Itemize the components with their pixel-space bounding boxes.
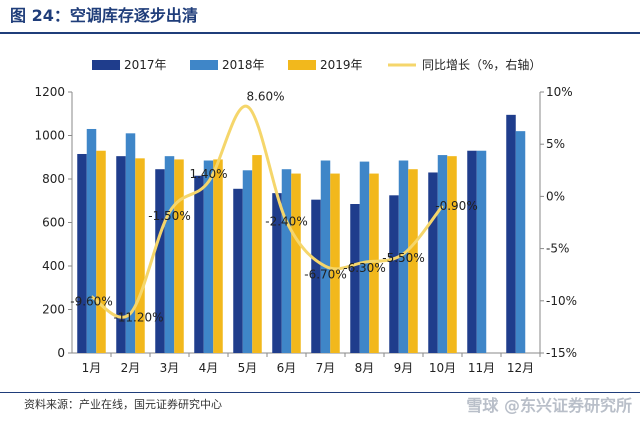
bar-2017年 [350, 204, 360, 353]
bar-2018年 [359, 161, 370, 353]
yoy-data-label: -11.20% [113, 310, 163, 324]
source-rule [0, 392, 640, 393]
yoy-data-label: -5.50% [382, 251, 424, 265]
yoy-data-label: -0.90% [435, 199, 477, 213]
legend-label: 2017年 [124, 58, 167, 72]
bar-2017年 [428, 172, 438, 353]
bar-2019年 [408, 169, 418, 353]
bar-2018年 [476, 150, 487, 353]
bar-2018年 [203, 160, 214, 353]
bar-2017年 [506, 114, 516, 354]
x-tick-label: 8月 [355, 361, 375, 375]
y2-tick-label: 0% [546, 189, 565, 203]
bar-2017年 [77, 153, 87, 353]
x-tick-label: 2月 [121, 361, 141, 375]
bar-2017年 [389, 195, 399, 353]
yoy-data-label: -9.60% [70, 295, 112, 309]
x-tick-label: 9月 [394, 361, 414, 375]
bar-2018年 [437, 155, 448, 353]
y2-tick-label: 10% [546, 85, 573, 99]
legend-swatch-2018年 [190, 60, 218, 70]
yoy-data-label: 1.40% [189, 167, 227, 181]
watermark: 雪球 @东兴证券研究所 [466, 396, 632, 415]
bar-2017年 [467, 150, 477, 353]
y-tick-label: 0 [57, 346, 65, 360]
figure-title: 图 24：空调库存逐步出清 [10, 6, 198, 25]
legend-swatch-2017年 [92, 60, 120, 70]
x-tick-label: 12月 [507, 361, 534, 375]
y-tick-label: 600 [42, 216, 65, 230]
x-tick-label: 5月 [238, 361, 258, 375]
bar-2018年 [86, 128, 97, 353]
bar-2017年 [155, 169, 165, 353]
bar-2018年 [164, 156, 175, 353]
bar-2019年 [291, 173, 301, 353]
bar-2019年 [447, 156, 457, 353]
x-tick-label: 4月 [199, 361, 219, 375]
y-tick-label: 1200 [34, 85, 65, 99]
bar-2018年 [398, 160, 409, 353]
x-tick-label: 11月 [468, 361, 495, 375]
x-tick-label: 10月 [429, 361, 456, 375]
bar-2018年 [125, 133, 136, 353]
bar-2019年 [369, 173, 379, 353]
y2-tick-label: 5% [546, 137, 565, 151]
y2-tick-label: -10% [546, 294, 577, 308]
source-note: 资料来源：产业在线，国元证券研究中心 [24, 398, 222, 411]
chart: 0 200 400 600 800 1000 1200 -15% -10% -5% 0% 5% 10% 1… [34, 57, 577, 375]
y-tick-label: 1000 [34, 129, 65, 143]
y2-tick-label: -5% [546, 242, 569, 256]
bar-2019年 [213, 159, 223, 353]
bar-2019年 [135, 158, 145, 353]
bar-2017年 [272, 193, 282, 353]
yoy-data-label: -1.50% [148, 209, 190, 223]
y-tick-label: 200 [42, 303, 65, 317]
yoy-data-label: -6.70% [304, 267, 346, 281]
bar-2018年 [515, 131, 526, 353]
x-tick-label: 6月 [277, 361, 297, 375]
yoy-growth-line [90, 104, 444, 319]
yoy-data-label: 8.60% [246, 90, 284, 104]
bar-2019年 [330, 173, 340, 353]
legend-label: 2019年 [320, 58, 363, 72]
bar-2017年 [194, 175, 204, 353]
bar-2017年 [311, 199, 321, 353]
x-tick-label: 3月 [160, 361, 180, 375]
bar-2018年 [281, 169, 292, 353]
bar-2018年 [242, 170, 253, 353]
y2-tick-label: -15% [546, 346, 577, 360]
bar-2019年 [252, 155, 262, 353]
bar-2017年 [233, 188, 243, 353]
bar-2017年 [116, 156, 126, 353]
bar-2018年 [320, 160, 331, 353]
legend-swatch-2019年 [288, 60, 316, 70]
y-tick-label: 400 [42, 259, 65, 273]
x-tick-label: 7月 [316, 361, 336, 375]
bar-2019年 [96, 150, 106, 353]
yoy-data-label: -6.30% [343, 261, 385, 275]
x-tick-label: 1月 [82, 361, 102, 375]
yoy-data-label: -2.40% [265, 214, 307, 228]
title-rule [0, 32, 640, 34]
legend-label: 2018年 [222, 58, 265, 72]
bar-2019年 [174, 159, 184, 353]
y-tick-label: 800 [42, 172, 65, 186]
legend-label: 同比增长（%，右轴） [422, 57, 541, 72]
